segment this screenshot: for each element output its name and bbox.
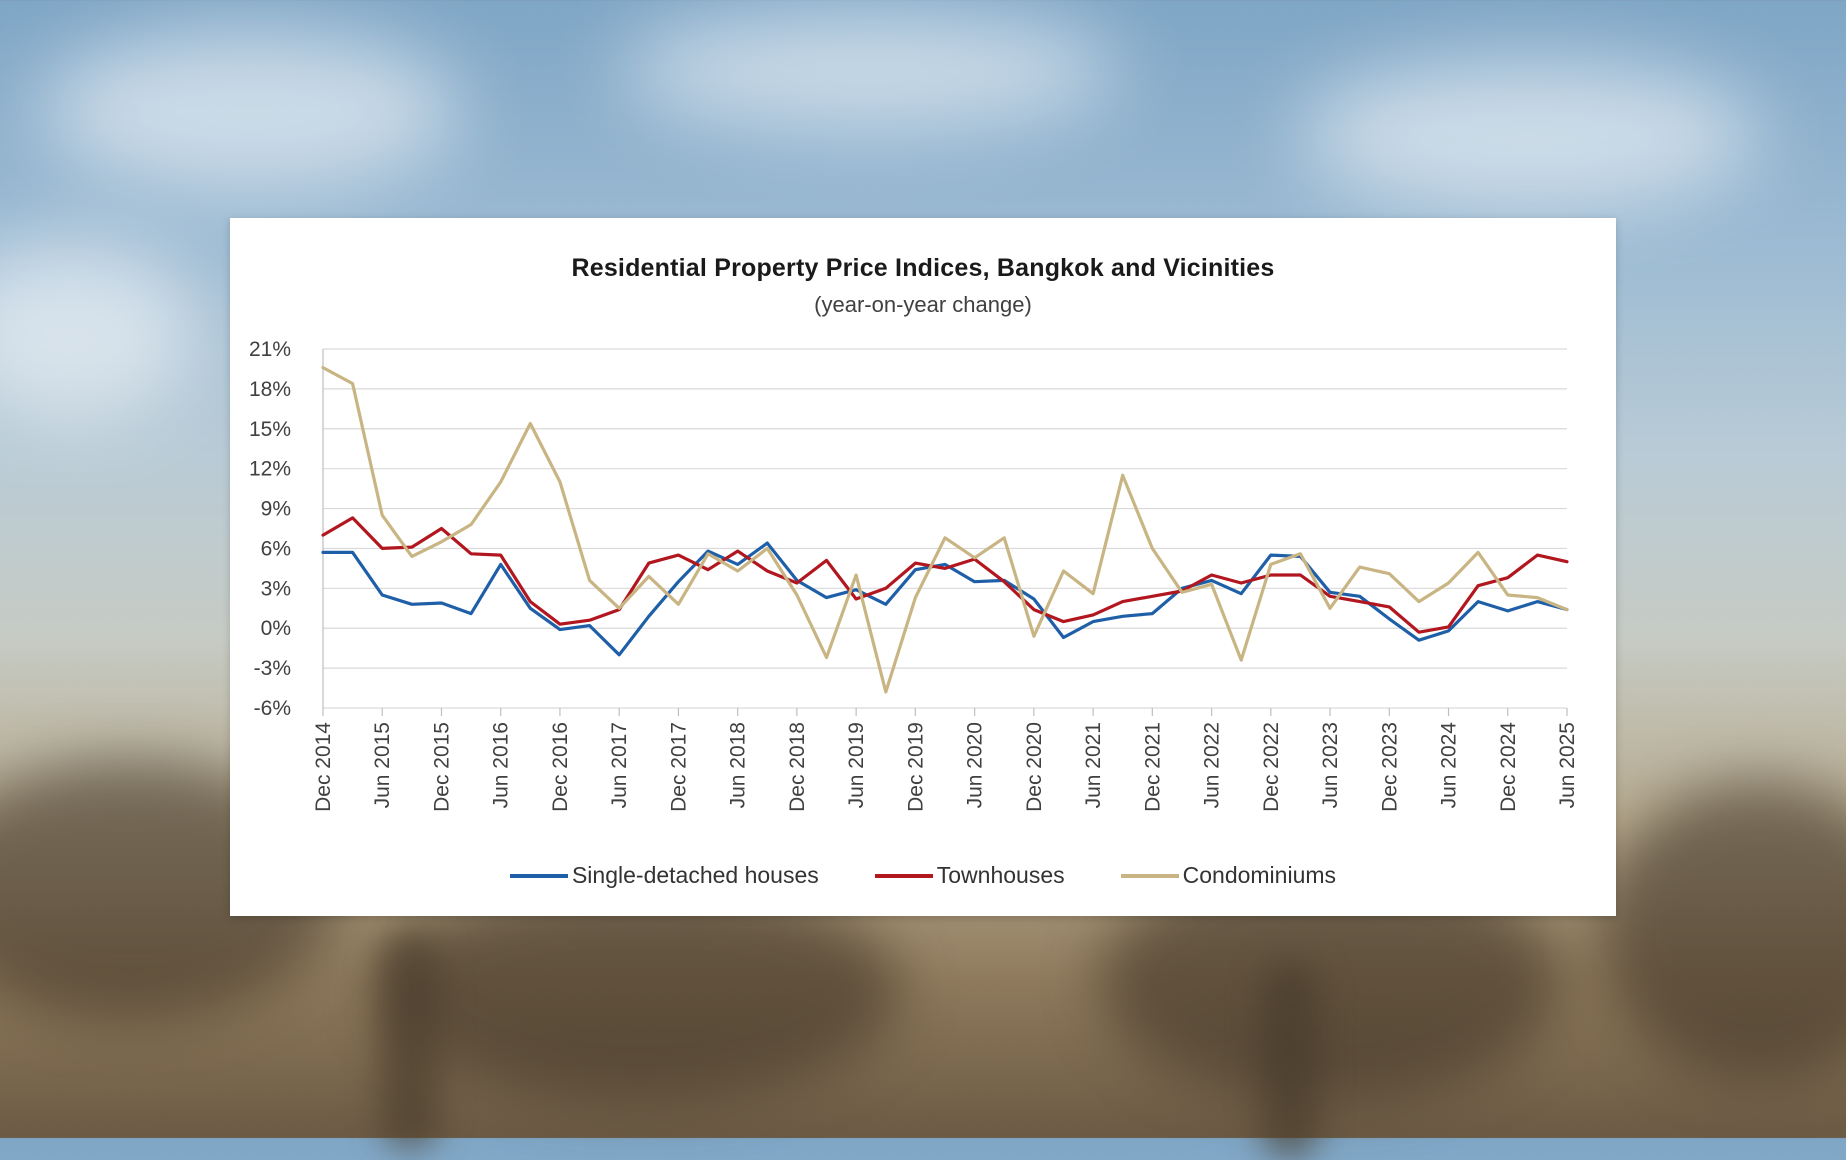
chart-subtitle: (year-on-year change)	[814, 292, 1032, 317]
x-tick-label: Dec 2024	[1497, 722, 1520, 812]
x-tick-label: Jun 2016	[490, 722, 513, 808]
y-tick-label: 15%	[249, 418, 291, 441]
x-tick-label: Dec 2015	[430, 722, 453, 812]
palm-foliage	[380, 880, 900, 1100]
x-tick-label: Jun 2015	[371, 722, 394, 808]
legend-label: Townhouses	[936, 862, 1065, 888]
chart-title: Residential Property Price Indices, Bang…	[571, 254, 1275, 282]
legend-swatch-single-detached	[509, 873, 568, 878]
y-tick-label: -6%	[254, 697, 291, 720]
legend-item-condominiums: Condominiums	[1120, 862, 1337, 889]
x-tick-label: Jun 2019	[845, 722, 868, 808]
y-tick-label: 12%	[249, 458, 291, 481]
palm-foliage	[1600, 780, 1846, 1080]
x-tick-label: Dec 2020	[1023, 722, 1046, 812]
cloud-shape	[1300, 60, 1760, 210]
legend-swatch-townhouses	[874, 873, 933, 878]
x-tick-label: Jun 2024	[1438, 722, 1461, 809]
series-line-single-detached-houses	[321, 541, 1569, 657]
x-tick-label: Jun 2018	[727, 722, 750, 808]
legend-swatch-condominiums	[1120, 873, 1179, 878]
y-tick-label: -3%	[254, 657, 291, 680]
x-tick-label: Dec 2018	[786, 722, 809, 812]
x-tick-label: Dec 2016	[549, 722, 572, 812]
cloud-shape	[620, 10, 1120, 130]
y-tick-label: 6%	[261, 537, 291, 560]
legend-item-townhouses: Townhouses	[874, 862, 1065, 889]
x-tick-label: Dec 2023	[1378, 722, 1401, 812]
series-line-condominiums	[321, 366, 1569, 694]
series-line-townhouses	[321, 516, 1569, 634]
legend-label: Single-detached houses	[571, 862, 819, 888]
y-tick-label: 9%	[261, 498, 291, 521]
y-tick-label: 0%	[261, 617, 291, 640]
x-tick-label: Jun 2025	[1556, 722, 1579, 808]
x-tick-label: Jun 2023	[1319, 722, 1342, 808]
y-tick-label: 18%	[249, 378, 291, 401]
x-tick-label: Dec 2021	[1141, 722, 1164, 812]
chart-legend: Single-detached houses Townhouses Condom…	[230, 862, 1616, 889]
palm-trunk	[380, 930, 440, 1150]
y-tick-label: 21%	[249, 338, 291, 361]
palm-trunk	[1260, 960, 1320, 1160]
x-tick-label: Dec 2017	[667, 722, 690, 812]
cloud-shape	[0, 240, 200, 420]
x-tick-label: Dec 2019	[904, 722, 927, 812]
y-tick-label: 3%	[261, 577, 291, 600]
chart-card: Residential Property Price Indices, Bang…	[230, 218, 1616, 916]
x-tick-label: Dec 2022	[1260, 722, 1283, 812]
x-tick-label: Jun 2022	[1201, 722, 1224, 808]
x-tick-label: Jun 2017	[608, 722, 631, 808]
x-tick-label: Jun 2021	[1082, 722, 1105, 808]
x-tick-label: Jun 2020	[964, 722, 987, 808]
legend-item-single-detached: Single-detached houses	[509, 862, 819, 889]
line-chart: 21% 18% 15% 12% 9% 6% 3% 0% -3% -6% Dec 2014 Jun 20…	[249, 338, 1579, 812]
legend-label: Condominiums	[1182, 862, 1337, 888]
x-tick-label: Dec 2014	[312, 722, 335, 812]
cloud-shape	[40, 30, 460, 190]
